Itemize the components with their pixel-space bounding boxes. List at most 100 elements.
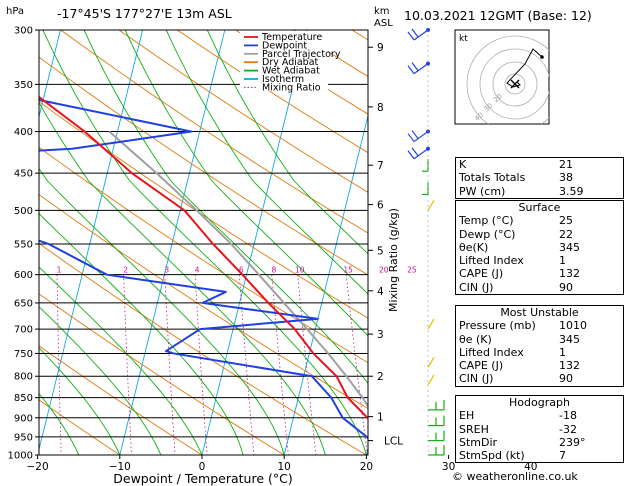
hodograph-title: Hodograph [509, 396, 570, 409]
row-label: Lifted Index [459, 345, 524, 359]
temp-tick-label: 20 [360, 461, 373, 473]
legend-label: Dry Adiabat [262, 57, 319, 68]
row-label: K [459, 158, 467, 171]
altitude-tick-label: 7 [377, 160, 384, 172]
row-value: 22 [559, 227, 573, 241]
row-value: 132 [559, 267, 580, 281]
row-label: CAPE (J) [459, 267, 504, 281]
hodograph-kt-label: kt [459, 34, 468, 44]
mixing-ratio-line [345, 274, 368, 455]
table-row: K 21 [456, 158, 623, 171]
mixing-ratio-label: 2 [123, 266, 128, 275]
temp-tick-label: 30 [442, 461, 455, 473]
wind-barb [413, 63, 429, 75]
altitude-tick-label: 4 [377, 286, 384, 298]
wind-barb [427, 200, 435, 211]
altitude-tick-label: 3 [377, 329, 384, 341]
parcel-trajectory-line [108, 130, 368, 408]
temp-tick-label: 40 [524, 461, 537, 473]
table-row: Totals Totals 38 [456, 171, 623, 184]
row-label: PW (cm) [459, 184, 506, 198]
wind-barb [413, 131, 429, 143]
altitude-tick-label: 1 [377, 412, 384, 424]
most-unstable-title: Most Unstable [500, 306, 579, 319]
table-row: Lifted Index 1 [456, 346, 623, 359]
legend-label: Dewpoint [262, 40, 307, 51]
hodograph-ring [492, 61, 538, 107]
hodograph-ring [479, 48, 549, 120]
dry-adiabat-line [39, 399, 121, 455]
most-unstable-table: Most Unstable Pressure (mb) 1010 θe (K) 345… [455, 305, 624, 387]
wind-barb [407, 150, 415, 160]
row-value: 1010 [559, 319, 587, 333]
wet-adiabat-line [42, 30, 367, 455]
wet-adiabat-line [39, 347, 121, 455]
hodograph-ring-label: 40 [473, 111, 485, 123]
plot-frame [38, 29, 369, 456]
table-row: Temp (°C) 25 [456, 214, 623, 227]
altitude-tick-label: 6 [377, 200, 384, 212]
pressure-tick-label: 650 [14, 298, 33, 309]
hodograph-frame [454, 29, 550, 125]
wet-adiabat-line [39, 101, 326, 455]
row-label: θe (K) [459, 332, 492, 346]
indices-table: K 21 Totals Totals 38 PW (cm) 3.59 [455, 157, 624, 199]
asl-label: ASL [374, 18, 393, 29]
table-row: CAPE (J) 132 [456, 359, 623, 372]
table-row: Pressure (mb) 1010 [456, 319, 623, 332]
legend-label: Temperature [261, 32, 322, 43]
mixing-ratio-label: 20 [379, 266, 389, 275]
mixing-ratio-label: 10 [295, 266, 305, 275]
table-row: SREH -32 [456, 423, 623, 436]
pressure-tick-label: 850 [14, 393, 33, 404]
row-value: 1 [559, 345, 566, 359]
row-label: Temp (°C) [459, 214, 514, 228]
surface-table: Surface Temp (°C) 25 Dewp (°C) 22 θe(K) 345 Li… [455, 200, 624, 296]
dry-adiabat-line [118, 30, 368, 193]
table-row: PW (cm) 3.59 [456, 185, 623, 198]
wet-adiabat-line [39, 392, 80, 455]
wet-adiabat-line [39, 213, 244, 455]
km-label: km [374, 6, 390, 17]
row-label: Lifted Index [459, 254, 524, 268]
credit: © weatheronline.co.uk [452, 470, 578, 483]
mixing-ratio-label: 8 [271, 266, 276, 275]
location-title: -17°45'S 177°27'E 13m ASL [57, 6, 232, 21]
row-value: 25 [559, 214, 573, 228]
row-value: -18 [559, 409, 577, 423]
row-label: θe(K) [459, 240, 489, 254]
dry-adiabat-line [39, 146, 368, 364]
dry-adiabat-line [39, 194, 368, 410]
mixing-ratio-label: 4 [195, 266, 200, 275]
pressure-tick-label: 600 [14, 270, 33, 281]
mixing-ratio-line [271, 274, 289, 455]
legend-label: Mixing Ratio [262, 82, 321, 93]
pressure-tick-label: 1000 [8, 451, 33, 462]
row-label: CIN (J) [459, 280, 494, 294]
mixing-ratio-line [297, 274, 317, 455]
row-value: 7 [559, 449, 566, 463]
row-label: StmDir [459, 435, 498, 449]
mixing-ratio-axis-label: Mixing Ratio (g/kg) [387, 208, 400, 312]
legend-background [240, 31, 328, 91]
wet-adiabat-line [39, 306, 162, 455]
pressure-tick-label: 300 [14, 26, 33, 37]
pressure-tick-label: 800 [14, 372, 33, 383]
hodograph-trace [506, 48, 543, 88]
table-row: Dewp (°C) 22 [456, 228, 623, 241]
hodograph-ring [466, 35, 549, 124]
mixing-ratio-line [164, 274, 176, 455]
wet-adiabat-line [206, 30, 368, 255]
table-row: CIN (J) 90 [456, 372, 623, 385]
hpa-label: hPa [6, 6, 24, 17]
table-row: Lifted Index 1 [456, 254, 623, 267]
wind-barb [407, 133, 415, 142]
hodograph-ring-label: 30 [483, 102, 495, 114]
table-row: θe (K) 345 [456, 333, 623, 346]
isotherm-line [283, 113, 368, 455]
pressure-tick-label: 350 [14, 80, 33, 91]
hodograph-ring-label: 20 [492, 92, 504, 104]
row-value: 345 [559, 332, 580, 346]
row-label: Pressure (mb) [459, 319, 536, 333]
row-label: StmSpd (kt) [459, 449, 525, 463]
